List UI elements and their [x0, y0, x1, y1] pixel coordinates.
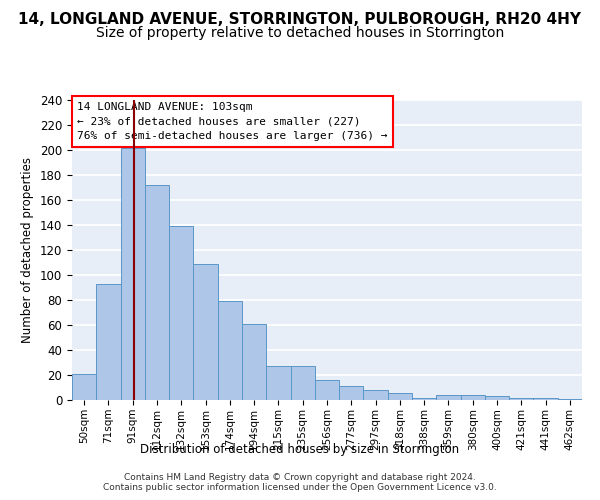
- Bar: [339, 386, 364, 400]
- Bar: [509, 398, 533, 400]
- Bar: [436, 395, 461, 400]
- Bar: [72, 374, 96, 400]
- Bar: [193, 264, 218, 400]
- Bar: [558, 399, 582, 400]
- Bar: [461, 395, 485, 400]
- Bar: [315, 380, 339, 400]
- Bar: [242, 324, 266, 400]
- Text: Distribution of detached houses by size in Storrington: Distribution of detached houses by size …: [140, 442, 460, 456]
- Bar: [388, 392, 412, 400]
- Bar: [266, 366, 290, 400]
- Bar: [412, 398, 436, 400]
- Text: Contains HM Land Registry data © Crown copyright and database right 2024.
Contai: Contains HM Land Registry data © Crown c…: [103, 473, 497, 492]
- Bar: [169, 226, 193, 400]
- Bar: [96, 284, 121, 400]
- Bar: [121, 148, 145, 400]
- Bar: [290, 366, 315, 400]
- Bar: [364, 390, 388, 400]
- Bar: [145, 185, 169, 400]
- Y-axis label: Number of detached properties: Number of detached properties: [22, 157, 34, 343]
- Text: 14, LONGLAND AVENUE, STORRINGTON, PULBOROUGH, RH20 4HY: 14, LONGLAND AVENUE, STORRINGTON, PULBOR…: [19, 12, 581, 28]
- Bar: [533, 398, 558, 400]
- Text: 14 LONGLAND AVENUE: 103sqm
← 23% of detached houses are smaller (227)
76% of sem: 14 LONGLAND AVENUE: 103sqm ← 23% of deta…: [77, 102, 388, 141]
- Bar: [218, 301, 242, 400]
- Text: Size of property relative to detached houses in Storrington: Size of property relative to detached ho…: [96, 26, 504, 40]
- Bar: [485, 396, 509, 400]
